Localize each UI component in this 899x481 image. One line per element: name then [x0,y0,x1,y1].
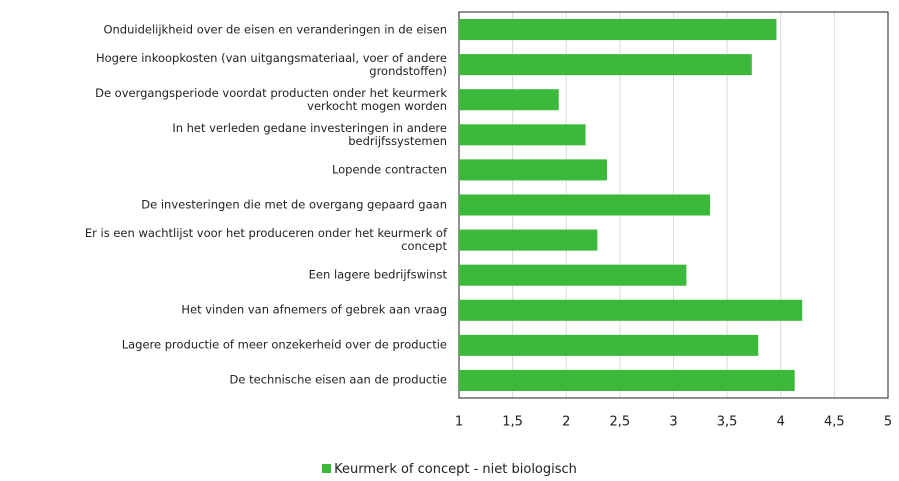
y-tick-label: Hogere inkoopkosten (van uitgangsmateria… [95,50,447,78]
x-tick-label: 3,5 [717,415,738,430]
x-tick-label: 1 [455,415,463,430]
x-tick-label: 2 [562,415,570,430]
y-tick-label: Lopende contracten [331,162,447,177]
bar [459,124,586,146]
x-tick-label: 3 [669,415,677,430]
x-tick-label: 1,5 [502,415,523,430]
bar [459,299,803,321]
bar [459,19,777,41]
bar [459,54,752,76]
y-tick-label: Onduidelijkheid over de eisen en verande… [103,22,447,37]
y-tick-label: Het vinden van afnemers of gebrek aan vr… [181,302,447,317]
y-tick-label: De technische eisen aan de productie [229,372,447,387]
legend-label: Keurmerk of concept - niet biologisch [334,462,577,477]
bar [459,159,608,181]
bar [459,89,559,111]
y-tick-label: In het verleden gedane investeringen in … [172,120,447,148]
bar [459,229,598,251]
y-tick-label: De investeringen die met de overgang gep… [141,197,447,212]
y-tick-label: De overgangsperiode voordat producten on… [95,85,447,113]
bar [459,194,710,216]
x-tick-label: 4,5 [824,415,845,430]
bar [459,334,759,356]
x-tick-label: 5 [884,415,892,430]
legend: Keurmerk of concept - niet biologisch [0,462,899,477]
x-tick-label: 4 [777,415,785,430]
y-tick-label: Lagere productie of meer onzekerheid ove… [121,337,447,352]
x-tick-label: 2,5 [610,415,631,430]
y-tick-label: Er is een wachtlijst voor het produceren… [84,226,447,254]
legend-swatch [322,464,332,473]
bar [459,369,795,391]
bar [459,264,687,286]
y-tick-label: Een lagere bedrijfswinst [308,267,447,282]
